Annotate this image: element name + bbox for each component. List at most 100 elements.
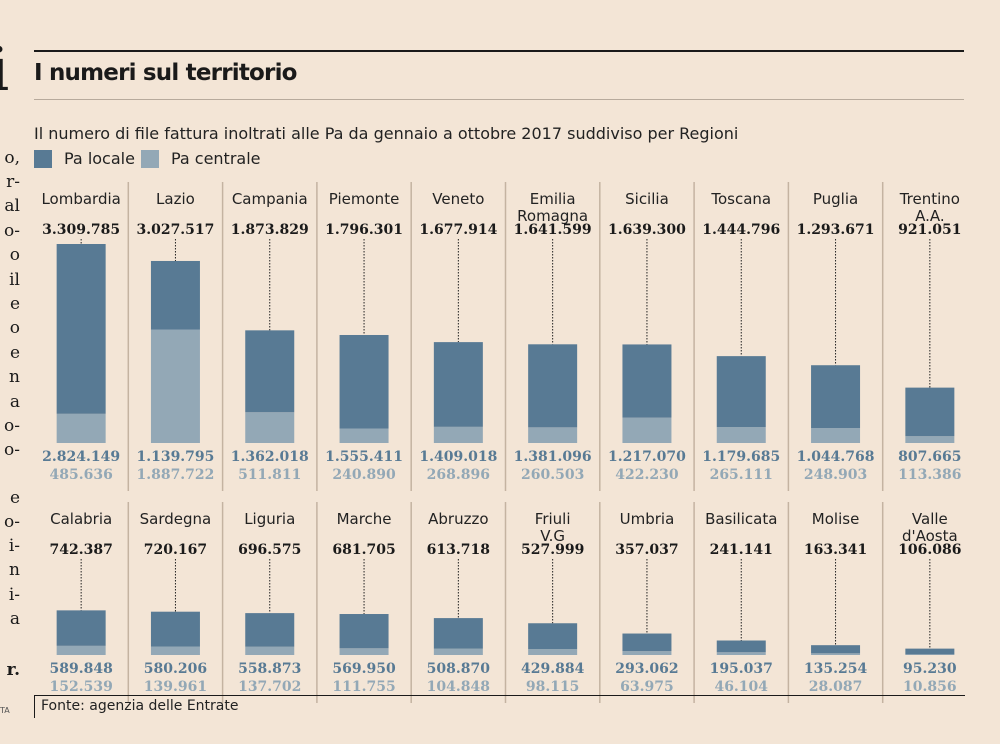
locale-value-label: 1.362.018 [231, 449, 309, 465]
legend-swatch-locale [34, 149, 52, 168]
bar-segment-locale [433, 618, 483, 649]
centrale-value-label: 422.230 [615, 467, 679, 483]
article-text-line: o, [4, 148, 20, 168]
region-name: Lazio [156, 190, 195, 208]
bar-segment-locale [56, 244, 106, 414]
locale-value-label: 293.062 [615, 661, 678, 677]
bar-segment-locale [528, 623, 578, 650]
locale-value-label: 558.873 [238, 661, 301, 677]
total-value-label: 1.873.829 [231, 222, 309, 238]
total-value-label: 163.341 [804, 542, 867, 558]
total-value-label: 613.718 [427, 542, 490, 558]
article-text-line: i- [8, 536, 20, 556]
bar-segment-locale [245, 613, 295, 647]
article-text-line: e [9, 343, 20, 363]
centrale-value-label: 265.111 [710, 467, 773, 483]
article-text-line: o- [4, 416, 20, 436]
total-value-label: 1.677.914 [419, 222, 497, 238]
article-text-line: i- [8, 585, 20, 605]
region-name: Liguria [244, 510, 295, 528]
locale-value-label: 589.848 [49, 661, 112, 677]
total-value-label: 3.309.785 [42, 222, 120, 238]
bar-segment-centrale [622, 651, 672, 655]
region-name: A.A. [915, 207, 945, 225]
centrale-value-label: 511.811 [238, 467, 301, 483]
article-text-line: e [9, 488, 20, 508]
bar-segment-locale [622, 344, 672, 418]
locale-value-label: 135.254 [804, 661, 868, 677]
total-value-label: 241.141 [710, 542, 773, 558]
region-name: Sicilia [625, 190, 669, 208]
region-name: Valle [912, 510, 948, 528]
region-name: Veneto [432, 190, 484, 208]
bar-segment-locale [905, 648, 955, 655]
locale-value-label: 429.884 [521, 661, 585, 677]
bar-segment-centrale [905, 436, 955, 443]
bar-segment-locale [150, 260, 200, 330]
total-value-label: 720.167 [144, 542, 207, 558]
locale-value-label: 2.824.149 [42, 449, 120, 465]
article-text-line: n [9, 560, 20, 580]
centrale-value-label: 485.636 [49, 467, 112, 483]
total-value-label: 1.639.300 [608, 222, 686, 238]
region-name: Marche [337, 510, 392, 528]
region-name: Abruzzo [428, 510, 488, 528]
bar-segment-locale [716, 640, 766, 653]
locale-value-label: 195.037 [710, 661, 773, 677]
bar-segment-centrale [56, 645, 106, 655]
bar-segment-centrale [622, 417, 672, 443]
centrale-value-label: 240.890 [332, 467, 396, 483]
locale-value-label: 1.381.096 [514, 449, 592, 465]
centrale-value-label: 152.539 [49, 679, 112, 695]
region-name: V.G [540, 527, 565, 545]
total-value-label: 527.999 [521, 542, 584, 558]
region-name: d'Aosta [902, 527, 958, 545]
total-value-label: 1.641.599 [514, 222, 592, 238]
total-value-label: 1.796.301 [325, 222, 403, 238]
locale-value-label: 1.139.795 [136, 449, 214, 465]
chart-subtitle: Il numero di file fattura inoltrati alle… [34, 124, 739, 143]
chart-title: I numeri sul territorio [34, 60, 297, 86]
region-name: Basilicata [705, 510, 777, 528]
legend-label-locale: Pa locale [64, 149, 135, 168]
total-value-label: 696.575 [238, 542, 301, 558]
bar-segment-locale [528, 344, 578, 428]
bar-segment-centrale [716, 652, 766, 655]
centrale-value-label: 260.503 [521, 467, 584, 483]
bar-segment-centrale [339, 648, 389, 655]
locale-value-label: 1.179.685 [702, 449, 780, 465]
bar-segment-locale [716, 356, 766, 428]
bar-segment-locale [339, 614, 389, 649]
centrale-value-label: 28.087 [809, 679, 863, 695]
region-name: Romagna [517, 207, 588, 225]
centrale-value-label: 268.896 [427, 467, 490, 483]
centrale-value-label: 46.104 [714, 679, 768, 695]
bar-segment-centrale [528, 649, 578, 655]
article-text-line: o- [4, 512, 20, 532]
region-name: Sardegna [140, 510, 212, 528]
header-top-rule [34, 50, 964, 52]
locale-value-label: 95.230 [903, 661, 957, 677]
bar-segment-centrale [150, 329, 200, 443]
bar-segment-locale [433, 342, 483, 427]
credit-text: TA [0, 706, 10, 715]
region-name: Molise [812, 510, 860, 528]
total-value-label: 106.086 [898, 542, 961, 558]
article-text-line: o- [4, 221, 20, 241]
total-value-label: 1.444.796 [702, 222, 780, 238]
bar-segment-locale [339, 334, 389, 429]
bar-segment-centrale [811, 653, 861, 655]
article-text-line: r- [6, 172, 20, 192]
total-value-label: 3.027.517 [136, 222, 214, 238]
centrale-value-label: 10.856 [903, 679, 957, 695]
article-text-line: il [9, 270, 20, 290]
total-value-label: 357.037 [615, 542, 678, 558]
region-name: Campania [232, 190, 308, 208]
legend-swatch-centrale [140, 149, 159, 168]
source-footer: Fonte: agenzia delle Entrate [34, 695, 965, 718]
region-name: Trentino [899, 190, 960, 208]
region-name: Calabria [50, 510, 112, 528]
locale-value-label: 1.217.070 [608, 449, 686, 465]
